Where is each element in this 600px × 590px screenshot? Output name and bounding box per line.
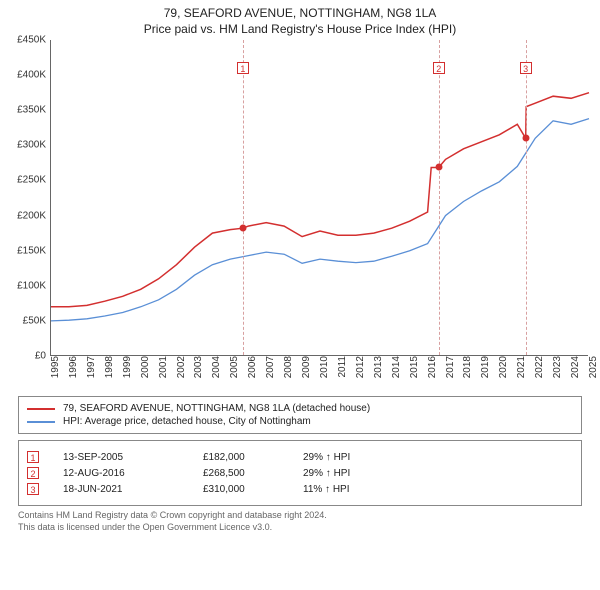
event-delta: 29% ↑ HPI: [303, 452, 350, 463]
y-tick-label: £450K: [17, 35, 46, 46]
y-tick-label: £350K: [17, 105, 46, 116]
y-tick-label: £250K: [17, 175, 46, 186]
x-tick-label: 2010: [319, 356, 330, 378]
x-tick-label: 2018: [462, 356, 473, 378]
x-tick-label: 2017: [445, 356, 456, 378]
x-tick-label: 2009: [301, 356, 312, 378]
y-tick-label: £100K: [17, 280, 46, 291]
y-tick-label: £150K: [17, 245, 46, 256]
chart-svg: [51, 40, 589, 356]
x-tick-label: 2023: [552, 356, 563, 378]
event-delta: 11% ↑ HPI: [303, 484, 350, 495]
x-tick-label: 2021: [516, 356, 527, 378]
marker-box: 1: [237, 62, 249, 74]
y-tick-label: £50K: [23, 315, 46, 326]
marker-dot: [522, 135, 529, 142]
event-row: 3 18-JUN-2021£310,00011% ↑ HPI: [27, 483, 573, 495]
x-tick-label: 2013: [373, 356, 384, 378]
event-number: 3: [27, 483, 39, 495]
legend-swatch: [27, 421, 55, 423]
series-hpi: [51, 119, 589, 321]
x-tick-label: 2012: [355, 356, 366, 378]
legend-label: HPI: Average price, detached house, City…: [63, 416, 311, 427]
footer: Contains HM Land Registry data © Crown c…: [18, 510, 582, 533]
y-tick-label: £200K: [17, 210, 46, 221]
x-tick-label: 2019: [480, 356, 491, 378]
event-date: 18-JUN-2021: [63, 484, 203, 495]
marker-vline: [243, 40, 244, 355]
x-tick-label: 2015: [409, 356, 420, 378]
y-tick-label: £0: [35, 351, 46, 362]
series-property: [51, 93, 589, 307]
page: 79, SEAFORD AVENUE, NOTTINGHAM, NG8 1LA …: [0, 0, 600, 590]
x-tick-label: 2004: [211, 356, 222, 378]
x-tick-label: 2022: [534, 356, 545, 378]
x-tick-label: 1999: [122, 356, 133, 378]
event-date: 12-AUG-2016: [63, 468, 203, 479]
x-tick-label: 1998: [104, 356, 115, 378]
x-tick-label: 2016: [427, 356, 438, 378]
legend-item: HPI: Average price, detached house, City…: [27, 416, 573, 427]
x-tick-label: 2005: [229, 356, 240, 378]
x-tick-label: 1995: [50, 356, 61, 378]
marker-vline: [526, 40, 527, 355]
x-tick-label: 2014: [391, 356, 402, 378]
legend-item: 79, SEAFORD AVENUE, NOTTINGHAM, NG8 1LA …: [27, 403, 573, 414]
x-tick-label: 2008: [283, 356, 294, 378]
marker-vline: [439, 40, 440, 355]
plot-area: 1 2 3: [50, 40, 588, 356]
events-table: 1 13-SEP-2005£182,00029% ↑ HPI 2 12-AUG-201…: [18, 440, 582, 506]
event-delta: 29% ↑ HPI: [303, 468, 350, 479]
x-tick-label: 1997: [86, 356, 97, 378]
footer-line1: Contains HM Land Registry data © Crown c…: [18, 510, 582, 522]
event-number: 1: [27, 451, 39, 463]
event-number: 2: [27, 467, 39, 479]
y-axis: £0£50K£100K£150K£200K£250K£300K£350K£400…: [8, 40, 48, 356]
title-line2: Price paid vs. HM Land Registry's House …: [8, 22, 592, 36]
title-line1: 79, SEAFORD AVENUE, NOTTINGHAM, NG8 1LA: [8, 6, 592, 20]
event-price: £268,500: [203, 468, 303, 479]
x-tick-label: 2006: [247, 356, 258, 378]
x-tick-label: 2000: [140, 356, 151, 378]
x-tick-label: 2007: [265, 356, 276, 378]
marker-dot: [239, 225, 246, 232]
x-tick-label: 2020: [498, 356, 509, 378]
footer-line2: This data is licensed under the Open Gov…: [18, 522, 582, 534]
x-tick-label: 2024: [570, 356, 581, 378]
legend-label: 79, SEAFORD AVENUE, NOTTINGHAM, NG8 1LA …: [63, 403, 370, 414]
event-date: 13-SEP-2005: [63, 452, 203, 463]
x-tick-label: 2002: [176, 356, 187, 378]
event-price: £310,000: [203, 484, 303, 495]
chart-plot: £0£50K£100K£150K£200K£250K£300K£350K£400…: [8, 40, 592, 356]
legend: 79, SEAFORD AVENUE, NOTTINGHAM, NG8 1LA …: [18, 396, 582, 434]
x-axis: 1995 1996 1997 1998 1999 2000 2001 2002 2003 2004…: [50, 356, 592, 390]
chart-title: 79, SEAFORD AVENUE, NOTTINGHAM, NG8 1LA …: [8, 6, 592, 36]
x-tick-label: 2011: [337, 356, 348, 378]
legend-swatch: [27, 408, 55, 410]
x-tick-label: 2025: [588, 356, 599, 378]
marker-box: 2: [433, 62, 445, 74]
x-tick-label: 2001: [158, 356, 169, 378]
y-tick-label: £400K: [17, 70, 46, 81]
event-row: 2 12-AUG-2016£268,50029% ↑ HPI: [27, 467, 573, 479]
y-tick-label: £300K: [17, 140, 46, 151]
event-price: £182,000: [203, 452, 303, 463]
marker-box: 3: [520, 62, 532, 74]
event-row: 1 13-SEP-2005£182,00029% ↑ HPI: [27, 451, 573, 463]
x-tick-label: 2003: [193, 356, 204, 378]
marker-dot: [435, 164, 442, 171]
x-tick-label: 1996: [68, 356, 79, 378]
